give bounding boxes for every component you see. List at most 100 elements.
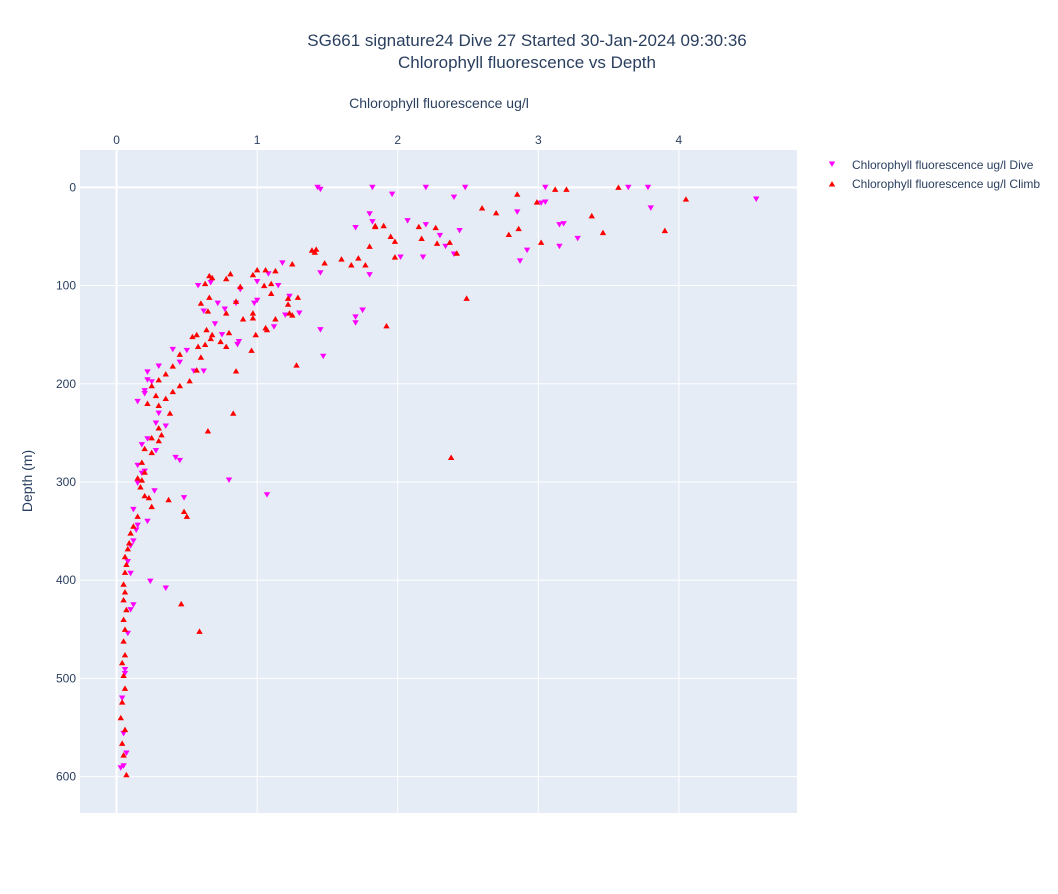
dive-point bbox=[183, 347, 191, 354]
climb-point bbox=[117, 714, 124, 721]
climb-point bbox=[208, 274, 216, 281]
dive-point bbox=[542, 199, 549, 205]
climb-point bbox=[193, 367, 200, 373]
legend[interactable]: Chlorophyll fluorescence ug/l Dive Chlor… bbox=[828, 158, 1041, 191]
climb-point bbox=[155, 425, 162, 431]
y-tick-label: 500 bbox=[56, 671, 76, 685]
dive-point bbox=[152, 420, 160, 426]
climb-point bbox=[515, 225, 522, 232]
climb-point bbox=[223, 343, 230, 350]
climb-point bbox=[227, 270, 234, 277]
dive-point bbox=[369, 219, 376, 225]
x-tick-label: 3 bbox=[535, 133, 542, 147]
climb-point bbox=[372, 223, 379, 230]
x-tick-label: 4 bbox=[676, 133, 683, 147]
dive-point bbox=[207, 280, 214, 286]
climb-point bbox=[415, 223, 423, 230]
climb-point bbox=[463, 295, 470, 301]
legend-item-climb[interactable]: Chlorophyll fluorescence ug/l Climb bbox=[828, 177, 1041, 191]
climb-point bbox=[134, 475, 141, 481]
dive-point bbox=[134, 398, 141, 405]
climb-point bbox=[366, 243, 373, 249]
climb-point bbox=[239, 316, 247, 322]
dive-point bbox=[235, 338, 243, 345]
climb-point bbox=[208, 331, 216, 338]
dive-point bbox=[152, 448, 160, 454]
dive-point bbox=[556, 222, 563, 228]
climb-point bbox=[262, 266, 269, 273]
dive-point bbox=[120, 763, 127, 769]
dive-point bbox=[352, 320, 359, 326]
climb-point bbox=[194, 343, 202, 350]
climb-point bbox=[123, 561, 130, 568]
climb-point bbox=[272, 267, 279, 274]
dive-point bbox=[436, 232, 444, 239]
climb-point bbox=[155, 402, 162, 408]
climb-point bbox=[201, 341, 209, 348]
climb-point bbox=[145, 494, 153, 501]
dive-point bbox=[314, 184, 321, 191]
climb-point bbox=[121, 553, 129, 560]
climb-point bbox=[120, 596, 127, 603]
dive-point bbox=[282, 312, 289, 318]
dive-point bbox=[130, 506, 137, 513]
climb-point bbox=[148, 503, 155, 510]
dive-point bbox=[121, 670, 129, 677]
climb-point bbox=[391, 238, 399, 244]
chart-title-line-2: Chlorophyll fluorescence vs Depth bbox=[398, 53, 656, 72]
climb-point bbox=[203, 326, 210, 333]
dive-point bbox=[253, 279, 261, 285]
climb-point bbox=[217, 338, 224, 345]
dive-point bbox=[176, 457, 184, 464]
climb-point bbox=[120, 581, 127, 587]
climb-point bbox=[551, 186, 559, 192]
climb-point bbox=[453, 250, 460, 256]
x-tick-label: 0 bbox=[113, 133, 120, 147]
x-tick-label: 1 bbox=[254, 133, 261, 147]
climb-point bbox=[232, 368, 240, 374]
climb-point bbox=[294, 294, 302, 300]
y-tick-label: 200 bbox=[56, 377, 76, 391]
climb-point bbox=[121, 626, 129, 632]
climb-point bbox=[268, 290, 275, 296]
dive-point bbox=[462, 184, 469, 191]
dive-point bbox=[133, 527, 140, 533]
climb-point bbox=[183, 513, 191, 519]
data-points bbox=[117, 184, 760, 778]
climb-point bbox=[338, 256, 345, 262]
y-tick-label: 0 bbox=[69, 180, 76, 194]
climb-point bbox=[253, 266, 261, 273]
climb-point bbox=[387, 233, 394, 239]
legend-item-dive[interactable]: Chlorophyll fluorescence ug/l Dive bbox=[828, 158, 1034, 172]
climb-point bbox=[537, 239, 545, 245]
climb-point bbox=[311, 249, 318, 255]
climb-point bbox=[176, 351, 184, 357]
climb-point bbox=[446, 239, 453, 245]
climb-point bbox=[120, 638, 127, 644]
climb-point bbox=[169, 363, 176, 369]
climb-point bbox=[180, 508, 188, 515]
dive-point bbox=[144, 518, 151, 525]
climb-point bbox=[141, 445, 148, 452]
x-tick-label: 2 bbox=[394, 133, 401, 147]
climb-point bbox=[272, 316, 279, 322]
dive-point bbox=[270, 324, 278, 330]
climb-point bbox=[148, 434, 155, 441]
dive-point bbox=[317, 270, 324, 276]
dive-point bbox=[625, 184, 632, 191]
dive-point bbox=[176, 359, 184, 366]
dive-point bbox=[124, 630, 131, 637]
climb-point bbox=[533, 199, 541, 205]
dive-point bbox=[404, 218, 411, 224]
dive-point bbox=[221, 306, 229, 312]
climb-point bbox=[563, 186, 570, 192]
climb-point bbox=[478, 205, 486, 211]
grid-lines bbox=[80, 150, 797, 813]
dive-point bbox=[537, 200, 545, 206]
climb-point bbox=[289, 261, 296, 267]
dive-point bbox=[130, 538, 137, 544]
dive-point bbox=[148, 379, 155, 385]
climb-point bbox=[615, 184, 622, 190]
climb-point bbox=[248, 347, 255, 353]
